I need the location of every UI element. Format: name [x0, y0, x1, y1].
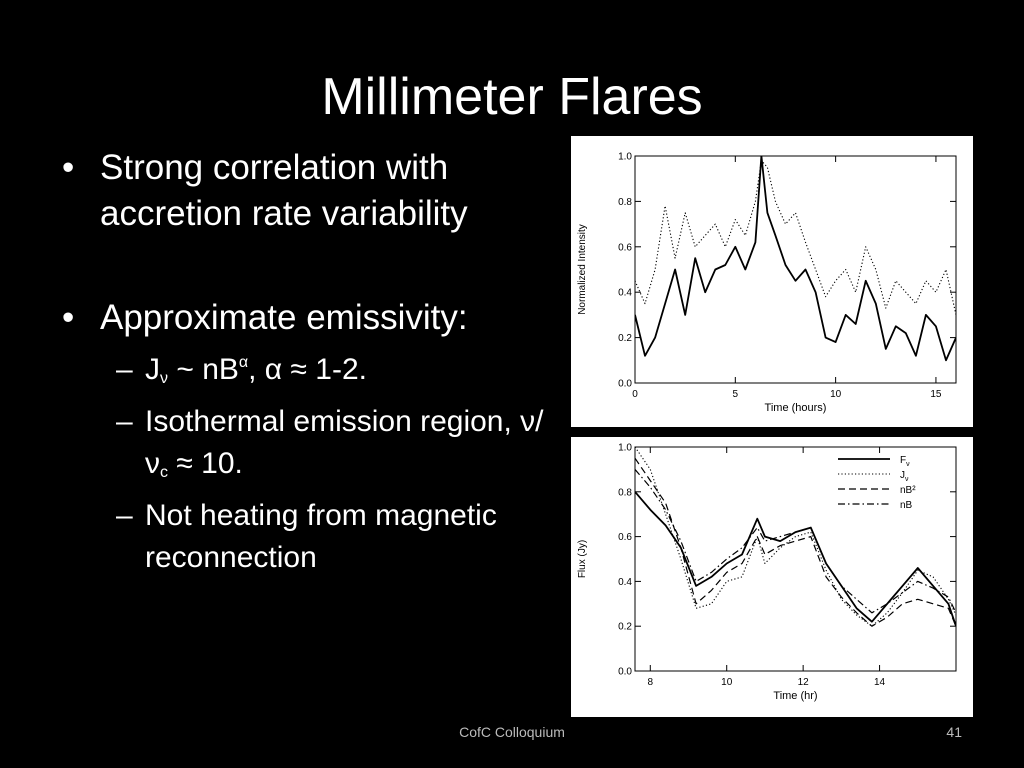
intensity-chart: 0 5 10 15 0.0 0.2 0.4 0.6 0.8 1.0 Time (hours) Norm…	[577, 152, 957, 414]
bullet-correlation: • Strong correlation with accretion rate …	[58, 145, 558, 237]
sub-bullet-heating: – Not heating from magnetic reconnection	[58, 495, 558, 579]
y-tick-label: 0.4	[618, 577, 632, 588]
y-tick-label: 0.6	[618, 242, 632, 253]
x-tick-label: 10	[721, 677, 733, 688]
y-tick-label: 0.6	[618, 532, 632, 543]
proportional-text: ~ nB	[168, 353, 239, 386]
y-tick-label: 0.8	[618, 197, 632, 208]
x-tick-label: 5	[733, 389, 739, 400]
series-line-solid	[635, 491, 956, 627]
x-tick-label: 0	[632, 389, 638, 400]
legend-label: Fν	[900, 455, 910, 468]
bullet-list: • Strong correlation with accretion rate …	[58, 145, 558, 589]
sub-bullet-emissivity-law: – Jν ~ nBα, α ≈ 1-2.	[58, 349, 558, 391]
y-tick-label: 0.8	[618, 487, 632, 498]
sub-bullet-dash: –	[116, 405, 133, 438]
x-axis-label: Time (hr)	[773, 690, 817, 702]
x-tick-label: 15	[930, 389, 942, 400]
intensity-chart-panel: 0 5 10 15 0.0 0.2 0.4 0.6 0.8 1.0 Time (hours) Norm…	[571, 136, 973, 427]
x-axis-label: Time (hours)	[765, 402, 827, 414]
bullet-emissivity: • Approximate emissivity:	[58, 295, 558, 341]
y-tick-label: 0.0	[618, 379, 632, 390]
x-tick-label: 12	[798, 677, 810, 688]
plot-frame	[634, 446, 957, 672]
y-tick-label: 0.0	[618, 667, 632, 678]
nu-subscript: ν	[160, 370, 168, 387]
x-tick-label: 8	[648, 677, 654, 688]
legend-label: nB²	[900, 485, 916, 496]
legend-label: Jν	[900, 470, 909, 483]
alpha-superscript: α	[238, 354, 249, 371]
flux-chart: 8 10 12 14 0.0 0.2 0.4 0.6 0.8 1.0 Time (hr) Flux (…	[577, 443, 957, 702]
y-axis-label: Flux (Jy)	[577, 540, 588, 578]
heating-text: Not heating from magnetic reconnection	[145, 499, 497, 574]
y-tick-label: 1.0	[618, 443, 632, 454]
sub-bullet-isothermal: – Isothermal emission region, ν/νc ≈ 10.	[58, 401, 558, 485]
sub-bullet-list: – Jν ~ nBα, α ≈ 1-2. – Isothermal emission…	[58, 349, 558, 579]
flux-chart-panel: 8 10 12 14 0.0 0.2 0.4 0.6 0.8 1.0 Time (hr) Flux (…	[571, 437, 973, 717]
series-line-dotted	[635, 159, 956, 316]
slide-number: 41	[946, 724, 962, 740]
bullet-text: Strong correlation with accretion rate v…	[100, 148, 468, 233]
series-line-dashed	[635, 457, 956, 627]
y-tick-label: 0.2	[618, 622, 632, 633]
plot-frame	[634, 155, 957, 384]
footer-text: CofC Colloquium	[459, 724, 565, 740]
legend-label: nB	[900, 500, 913, 511]
x-tick-label: 10	[830, 389, 842, 400]
alpha-range-text: , α ≈ 1-2.	[248, 353, 367, 386]
series-line-dotted	[635, 447, 956, 627]
series-line-dashdot	[635, 469, 956, 614]
y-tick-label: 1.0	[618, 152, 632, 163]
y-axis-label: Normalized Intensity	[577, 224, 588, 315]
bullet-dot: •	[62, 148, 75, 187]
bullet-text: Approximate emissivity:	[100, 298, 468, 337]
sub-bullet-dash: –	[116, 353, 133, 386]
isothermal-text: Isothermal emission region, ν/ν	[145, 405, 544, 480]
sub-bullet-dash: –	[116, 499, 133, 532]
bullet-dot: •	[62, 298, 75, 337]
y-tick-label: 0.4	[618, 288, 632, 299]
y-tick-label: 0.2	[618, 333, 632, 344]
series-line-solid	[635, 156, 956, 362]
j-symbol: J	[145, 353, 160, 386]
c-subscript: c	[160, 464, 168, 481]
slide-title: Millimeter Flares	[321, 68, 703, 126]
ratio-text: ≈ 10.	[168, 447, 243, 480]
x-tick-label: 14	[874, 677, 886, 688]
